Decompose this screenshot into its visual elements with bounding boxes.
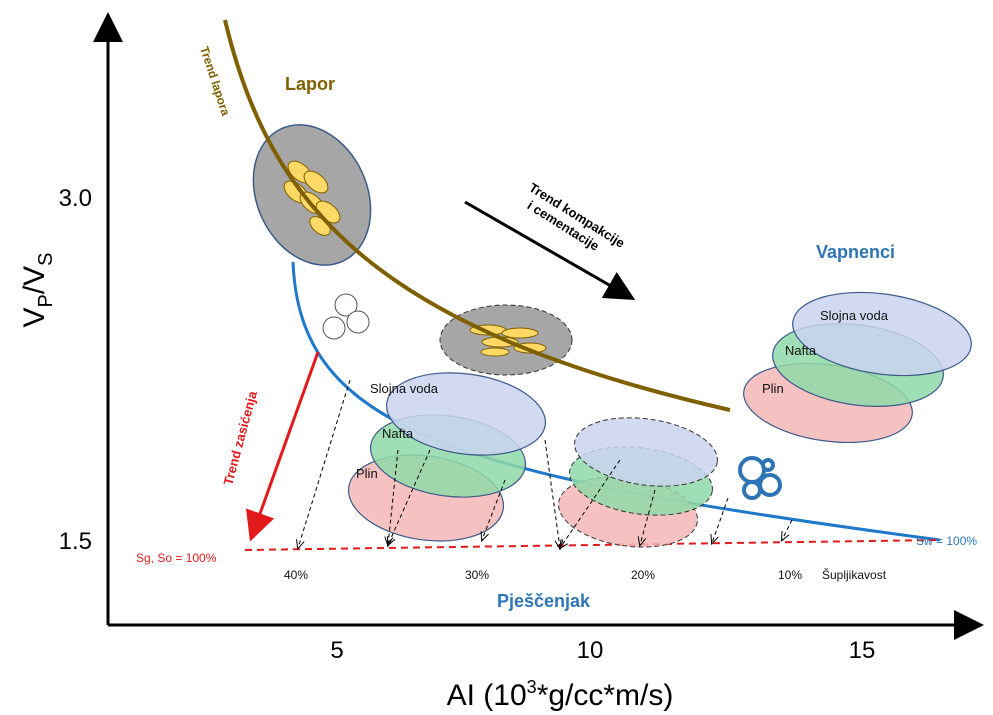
limestone-label: Vapnenci bbox=[816, 242, 895, 262]
limestone-ellipses bbox=[743, 291, 972, 444]
gas-line bbox=[244, 539, 941, 551]
y-axis-label: VP/VS bbox=[18, 252, 57, 327]
sandstone-label: Pješčenjak bbox=[497, 591, 591, 611]
porosity-label: 30% bbox=[465, 568, 489, 582]
mid-ellipses bbox=[558, 417, 718, 548]
fluid-label: Plin bbox=[356, 466, 378, 481]
y-tick-label: 3.0 bbox=[59, 185, 92, 212]
y-tick-label: 1.5 bbox=[59, 528, 92, 555]
vugs bbox=[738, 456, 782, 500]
shale-trend-label: Trend lapora bbox=[197, 45, 233, 118]
gas-oil-label: Sg, So = 100% bbox=[136, 551, 217, 565]
x-tick-label: 10 bbox=[577, 637, 604, 664]
substitution-arrows bbox=[298, 379, 793, 548]
fluid-label: Slojna voda bbox=[820, 308, 889, 323]
shale-label: Lapor bbox=[285, 74, 335, 94]
fluid-label: Plin bbox=[762, 381, 784, 396]
porosity-label: 40% bbox=[284, 568, 308, 582]
porosity-title: Šupljikavost bbox=[822, 567, 887, 582]
sandstone-ellipses bbox=[347, 372, 547, 542]
x-tick-label: 5 bbox=[330, 637, 343, 664]
saturation-arrow bbox=[245, 351, 320, 542]
compaction-arrow bbox=[464, 200, 636, 300]
saturation-label: Trend zasićenja bbox=[220, 389, 260, 487]
x-tick-label: 15 bbox=[849, 637, 876, 664]
x-axis-label: AI (103*g/cc*m/s) bbox=[447, 677, 674, 712]
fluid-label: Nafta bbox=[785, 343, 817, 358]
fluid-label: Nafta bbox=[382, 426, 414, 441]
fluid-label: Slojna voda bbox=[370, 381, 439, 396]
water-label: Sw = 100% bbox=[916, 534, 977, 548]
porosity-label: 10% bbox=[778, 568, 802, 582]
compaction-label: Trend kompakcijei cementacije bbox=[518, 180, 628, 264]
shale-trend bbox=[223, 19, 731, 412]
pores bbox=[322, 293, 370, 340]
porosity-label: 20% bbox=[631, 568, 655, 582]
